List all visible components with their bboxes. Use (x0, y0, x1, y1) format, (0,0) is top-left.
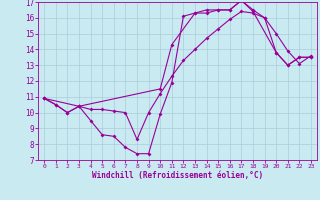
X-axis label: Windchill (Refroidissement éolien,°C): Windchill (Refroidissement éolien,°C) (92, 171, 263, 180)
